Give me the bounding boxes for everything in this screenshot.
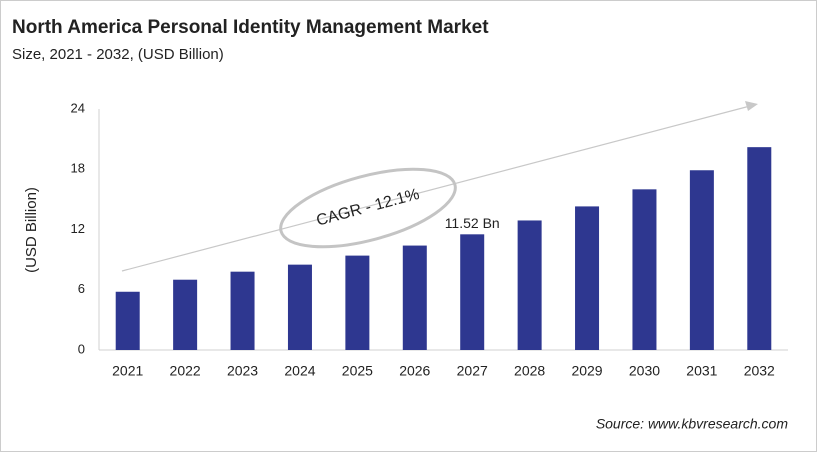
chart-subtitle: Size, 2021 - 2032, (USD Billion) [12, 46, 224, 63]
bar [402, 245, 427, 350]
value-label: 11.52 Bn [445, 215, 500, 231]
y-axis-label: (USD Billion) [23, 187, 40, 273]
bar [747, 147, 772, 350]
y-tick-label: 18 [71, 161, 85, 176]
x-tick-label: 2026 [399, 363, 430, 379]
x-tick-label: 2023 [227, 363, 258, 379]
bar [517, 220, 542, 350]
x-tick-label: 2025 [342, 363, 373, 379]
x-tick-label: 2028 [514, 363, 545, 379]
x-tick-label: 2022 [170, 363, 201, 379]
bar [173, 279, 198, 350]
bar [460, 234, 485, 350]
source: Source: www.kbvresearch.com [596, 416, 789, 432]
cagr-ellipse [279, 167, 457, 249]
trend-arrow [121, 105, 751, 272]
chart-title: North America Personal Identity Manageme… [12, 17, 489, 38]
bar [287, 264, 312, 350]
bar [115, 291, 140, 350]
bar [345, 255, 370, 350]
y-tick-label: 6 [78, 281, 85, 296]
bar [575, 206, 600, 350]
bar [689, 170, 714, 350]
x-tick-label: 2027 [457, 363, 488, 379]
x-tick-label: 2030 [629, 363, 660, 379]
y-tick-label: 24 [71, 100, 85, 115]
bar [632, 189, 657, 350]
x-tick-label: 2024 [284, 363, 315, 379]
x-tick-label: 2031 [686, 363, 717, 379]
y-tick-label: 0 [78, 341, 85, 356]
y-tick-label: 12 [71, 221, 85, 236]
bar [230, 271, 255, 350]
x-tick-label: 2029 [571, 363, 602, 379]
arrow-head [745, 101, 758, 111]
x-tick-label: 2032 [744, 363, 775, 379]
x-tick-label: 2021 [112, 363, 143, 379]
